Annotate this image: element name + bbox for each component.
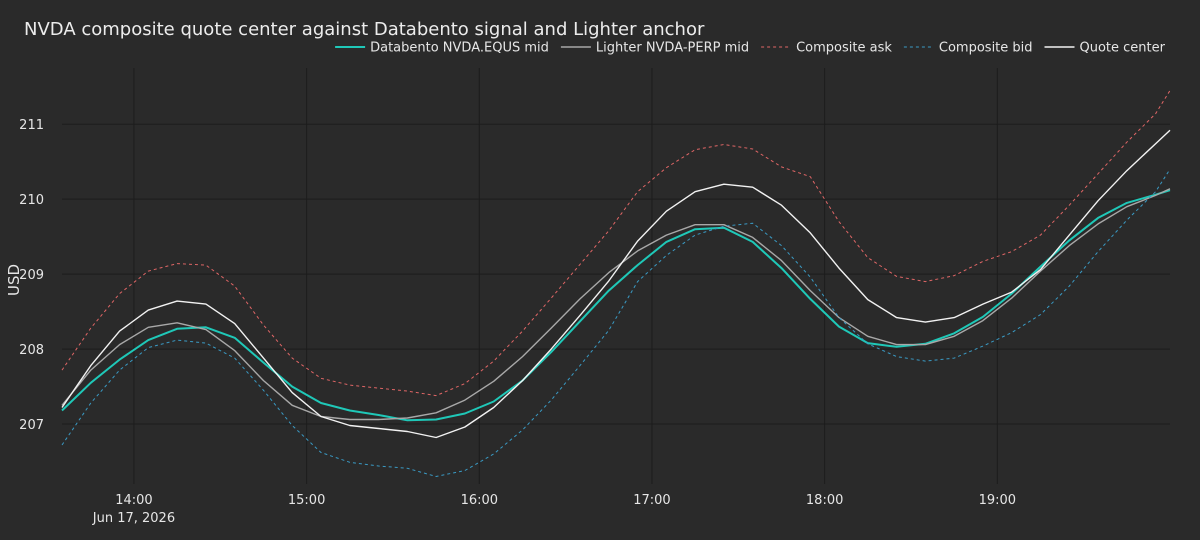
y-tick-label: 210 [19,193,44,208]
gridlines [62,68,1170,484]
series-line-2[interactable] [61,188,1171,421]
legend-label: Quote center [1080,41,1166,56]
legend-label: Lighter NVDA-PERP mid [596,41,749,56]
legend-item-2[interactable]: Lighter NVDA-PERP mid [560,41,749,56]
y-tick-label: 208 [19,343,44,358]
series-line-4[interactable] [61,168,1171,477]
y-tick-label: 211 [19,118,44,133]
series-line-5[interactable] [61,129,1171,439]
legend-label: Composite ask [796,41,892,56]
legend-item-5[interactable]: Quote center [1044,41,1166,56]
legend-label: Composite bid [939,41,1033,56]
legend-item-4[interactable]: Composite bid [903,41,1033,56]
y-axis: 207 208 209 210 211 [19,118,44,433]
legend-label: Databento NVDA.EQUS mid [370,41,549,56]
x-axis: 14:00 15:00 16:00 17:00 18:00 19:00 Jun 17, 20… [92,493,1016,526]
legend-item-3[interactable]: Composite ask [761,41,892,56]
x-date-label: Jun 17, 2026 [92,511,175,526]
plot-area[interactable] [61,90,1171,477]
x-tick-label: 14:00 [115,493,152,508]
y-tick-label: 209 [19,268,44,283]
chart-title: NVDA composite quote center against Data… [24,19,705,40]
x-tick-label: 17:00 [633,493,670,508]
legend-item-1[interactable]: Databento NVDA.EQUS mid [335,41,549,56]
x-tick-label: 19:00 [979,493,1016,508]
y-tick-label: 207 [19,418,44,433]
legend[interactable]: Databento NVDA.EQUS mid Lighter NVDA-PERP… [335,41,1166,56]
x-tick-label: 16:00 [461,493,498,508]
series-line-3[interactable] [61,90,1171,397]
series-line-1[interactable] [61,189,1171,422]
y-axis-label: USD [5,264,23,296]
x-tick-label: 15:00 [288,493,325,508]
x-tick-label: 18:00 [806,493,843,508]
